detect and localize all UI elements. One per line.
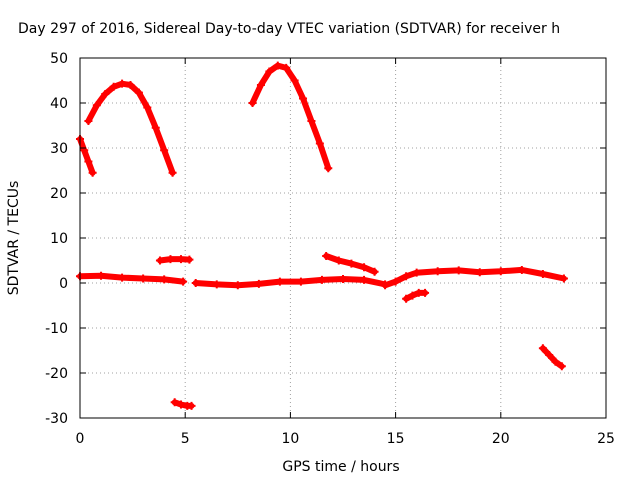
data-point <box>275 277 284 286</box>
data-point <box>433 267 442 276</box>
plot-frame <box>79 57 607 419</box>
data-point <box>126 81 135 89</box>
data-point <box>290 76 299 85</box>
y-tick-label: 30 <box>50 141 68 157</box>
x-tick-label: 5 <box>181 431 190 447</box>
data-point <box>454 266 463 275</box>
data-point <box>88 168 97 177</box>
y-tick-label: -20 <box>45 366 68 382</box>
data-point <box>109 82 118 91</box>
data-point <box>322 252 331 260</box>
data-point <box>139 274 148 283</box>
data-point <box>176 255 185 264</box>
data-point <box>134 88 143 97</box>
data-point <box>360 263 369 272</box>
data-point <box>334 256 343 265</box>
data-point <box>118 79 127 88</box>
data-point <box>317 275 326 284</box>
data-point <box>168 168 177 177</box>
data-point <box>170 398 179 407</box>
y-tick-label: 50 <box>50 51 68 67</box>
data-point <box>282 63 291 72</box>
series-arc-2 <box>85 80 176 176</box>
series-arc-3 <box>249 62 332 172</box>
y-tick-label: -30 <box>45 411 68 427</box>
data-point <box>233 281 242 290</box>
data-point <box>370 267 379 276</box>
data-point <box>517 265 526 274</box>
data-point <box>402 294 411 303</box>
data-point <box>538 270 547 278</box>
x-tick-label: 15 <box>387 431 405 447</box>
data-point <box>408 291 417 300</box>
x-tick-label: 10 <box>281 431 299 447</box>
data-point <box>381 281 390 290</box>
series-arc-5 <box>157 256 193 264</box>
data-point <box>347 259 356 268</box>
data-point <box>421 288 430 297</box>
data-point <box>212 280 221 289</box>
data-point <box>307 117 316 125</box>
chart-title: Day 297 of 2016, Sidereal Day-to-day VTE… <box>18 21 560 37</box>
data-point <box>101 90 110 98</box>
y-tick-label: -10 <box>45 321 68 337</box>
data-point <box>97 271 106 280</box>
data-point <box>92 101 101 110</box>
data-series <box>76 61 568 410</box>
data-point <box>84 117 93 125</box>
data-point <box>339 274 347 283</box>
data-point <box>143 103 152 112</box>
data-point <box>538 344 547 353</box>
y-tick-label: 0 <box>59 276 68 292</box>
data-point <box>256 81 265 89</box>
data-point <box>191 279 200 287</box>
data-point <box>475 268 484 277</box>
data-point <box>391 277 400 286</box>
data-point <box>315 139 324 148</box>
y-tick-label: 40 <box>50 96 68 112</box>
data-point <box>160 146 169 155</box>
series-arc-1 <box>77 136 96 176</box>
data-point <box>265 67 274 76</box>
data-point <box>273 61 282 70</box>
data-point <box>299 94 308 103</box>
data-point <box>84 157 93 166</box>
y-tick-label: 20 <box>50 186 68 202</box>
data-point <box>254 279 263 288</box>
data-point <box>551 357 560 366</box>
data-point <box>557 362 566 371</box>
y-axis-label: SDTVAR / TECUs <box>6 181 22 296</box>
data-point <box>496 267 505 276</box>
x-axis-label: GPS time / hours <box>282 459 399 475</box>
data-point <box>360 275 369 284</box>
data-point <box>118 273 127 282</box>
data-point <box>324 164 333 173</box>
y-tick-label: 10 <box>50 231 68 247</box>
data-point <box>155 256 164 265</box>
data-point <box>151 123 160 132</box>
data-point <box>412 268 421 277</box>
data-point <box>166 255 175 264</box>
grid-lines <box>80 58 606 418</box>
data-point <box>545 351 554 359</box>
x-tick-label: 25 <box>597 431 615 447</box>
tick-labels: 0 5 10 15 20 25 -30 -20 -10 0 10 20 30 40 50 <box>45 51 615 447</box>
series-arc-11 <box>539 345 565 370</box>
series-arc-6 <box>192 276 389 289</box>
axis-ticks <box>79 57 607 419</box>
data-point <box>296 277 305 286</box>
data-point <box>185 255 194 264</box>
x-tick-label: 20 <box>492 431 510 447</box>
data-point <box>248 99 257 107</box>
data-point <box>179 277 188 286</box>
data-point <box>176 400 185 409</box>
data-point <box>187 401 196 410</box>
x-tick-label: 0 <box>76 431 85 447</box>
data-point <box>559 274 568 283</box>
data-point <box>402 272 411 281</box>
data-point <box>160 275 169 284</box>
series-arc-8 <box>382 266 567 289</box>
